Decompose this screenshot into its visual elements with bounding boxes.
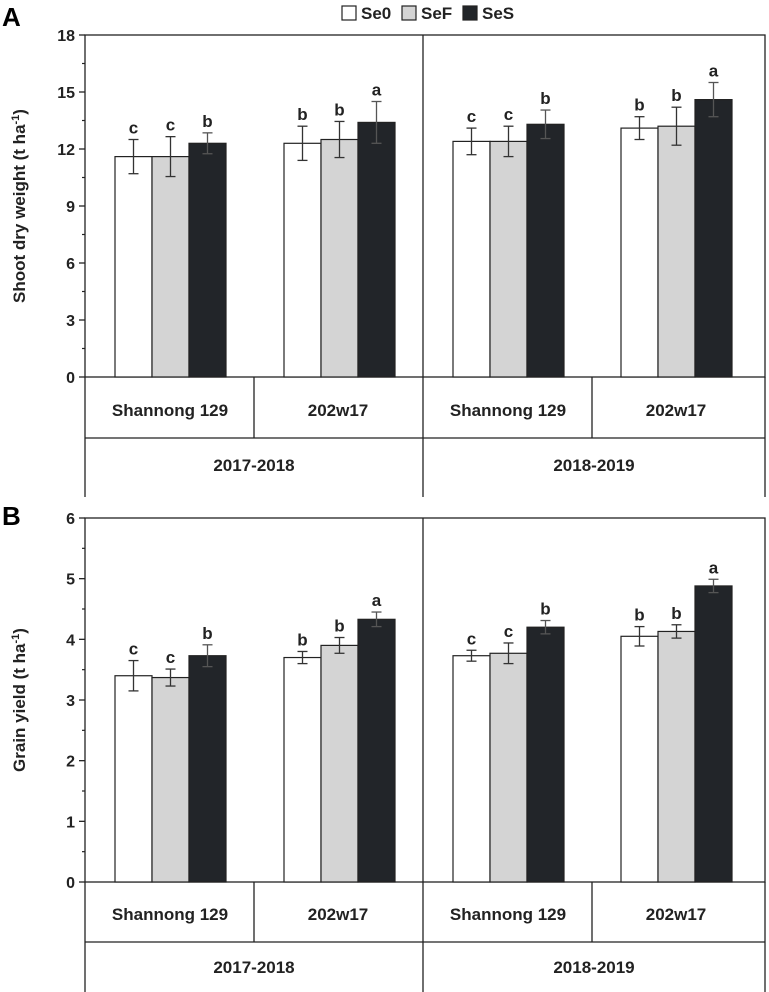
panel-b-y-tick-label: 0 (66, 875, 75, 892)
panel-b-y-tick-label: 5 (66, 572, 75, 589)
legend-label-sef: SeF (421, 4, 452, 23)
panel-a-significance-letter: c (504, 105, 513, 124)
legend-label-ses: SeS (482, 4, 514, 23)
legend: Se0 SeF SeS (341, 4, 514, 23)
panel-b-bar-sef (320, 644, 359, 883)
panel-b-y-tick-label: 3 (66, 693, 75, 710)
panel-b-significance-letter: c (129, 640, 138, 659)
panel-b-significance-letter: a (709, 558, 719, 577)
y-axis-label-b-sup: -1 (10, 634, 22, 644)
panel-b-significance-letter: c (504, 622, 513, 641)
panel-b-cultivar-label: Shannong 129 (450, 905, 566, 924)
panel-a-cultivar-label: 202w17 (646, 401, 707, 420)
panel-a-significance-letter: b (202, 112, 212, 131)
panel-b-y-tick-label: 2 (66, 754, 75, 771)
panel-letter-b: B (2, 501, 21, 531)
panel-b-significance-letter: b (202, 624, 212, 643)
panel-a-y-tick-label: 3 (66, 313, 75, 330)
panel-a-significance-letter: b (540, 89, 550, 108)
panel-b-significance-letter: b (334, 617, 344, 636)
plot-area-a: 0 3 6 9 12 15 18 Shannong 129 202w17 2017-2018 Sha… (57, 28, 766, 497)
y-axis-label-a-main: Shoot dry weight (t ha (10, 124, 29, 303)
panel-b-significance-letter: c (467, 629, 476, 648)
panel-a-bar-ses (357, 121, 396, 378)
panel-b-cultivar-label: 202w17 (646, 905, 707, 924)
panel-a-significance-letter: b (671, 86, 681, 105)
panel-a-significance-letter: a (709, 62, 719, 81)
legend-swatch-ses (462, 5, 478, 21)
panel-a-y-tick-label: 15 (57, 85, 75, 102)
panel-b-year-label: 2018-2019 (553, 958, 634, 977)
panel-b-bar-se0 (620, 635, 659, 883)
panel-a-bar-ses (694, 98, 733, 378)
panel-b-bar-se0 (283, 656, 322, 883)
panel-a-bar-sef (320, 138, 359, 378)
legend-label-se0: Se0 (361, 4, 391, 23)
panel-b-significance-letter: b (540, 600, 550, 619)
y-axis-label-a-end: ) (10, 109, 29, 115)
panel-a-significance-letter: b (297, 105, 307, 124)
panel-b-y-tick-label: 4 (66, 632, 75, 649)
panel-a-bar-sef (489, 140, 528, 378)
panel-b-significance-letter: c (166, 648, 175, 667)
panel-a-y-tick-label: 18 (57, 28, 75, 45)
panel-a-year-label: 2017-2018 (213, 456, 294, 475)
plot-area-b: 0 1 2 3 4 5 6 Shannong 129 202w17 2017-2018 Shanno… (66, 511, 766, 992)
panel-a-bar-se0 (114, 156, 153, 378)
panel-a-bar-se0 (620, 127, 659, 378)
panel-b-y-tick-label: 6 (66, 511, 75, 528)
panel-a-y-tick-label: 9 (66, 199, 75, 216)
panel-b-significance-letter: b (671, 604, 681, 623)
panel-a-bar-sef (657, 125, 696, 378)
panel-a-significance-letter: b (634, 96, 644, 115)
panel-a-significance-letter: c (166, 116, 175, 135)
panel-a-year-label: 2018-2019 (553, 456, 634, 475)
panel-b-significance-letter: a (372, 591, 382, 610)
panel-a-significance-letter: c (467, 107, 476, 126)
panel-a-cultivar-label: Shannong 129 (450, 401, 566, 420)
panel-b-bar-sef (657, 630, 696, 883)
panel-b-bar-se0 (452, 655, 491, 883)
panel-a-significance-letter: a (372, 81, 382, 100)
panel-a-bar-se0 (283, 142, 322, 378)
y-axis-label-a: Shoot dry weight (t ha-1) (10, 109, 29, 303)
y-axis-label-b-main: Grain yield (t ha (10, 643, 29, 772)
panel-a-cultivar-label: Shannong 129 (112, 401, 228, 420)
panel-b-year-label: 2017-2018 (213, 958, 294, 977)
panel-b-cultivar-label: 202w17 (308, 905, 369, 924)
panel-b-significance-letter: b (297, 630, 307, 649)
panel-b-cultivar-label: Shannong 129 (112, 905, 228, 924)
panel-a-y-tick-label: 6 (66, 256, 75, 273)
panel-a-bar-sef (151, 156, 190, 378)
panel-b-bar-ses (526, 626, 565, 883)
panel-b-bar-se0 (114, 675, 153, 883)
panel-b-bar-ses (188, 655, 227, 883)
panel-b-bar-sef (489, 652, 528, 883)
panel-a: A Shoot dry weight (t ha-1) 0 3 6 9 12 15 18 Sh… (2, 2, 766, 497)
panel-b-significance-letter: b (634, 606, 644, 625)
legend-swatch-se0 (341, 5, 357, 21)
panel-a-bar-ses (526, 123, 565, 378)
panel-b: B Grain yield (t ha-1) 0 1 2 3 4 5 6 Shannong 1… (2, 501, 766, 992)
panel-a-significance-letter: c (129, 119, 138, 138)
panel-a-significance-letter: b (334, 100, 344, 119)
panel-b-bar-ses (357, 618, 396, 883)
y-axis-label-b: Grain yield (t ha-1) (10, 628, 29, 772)
panel-a-y-tick-label: 12 (57, 142, 75, 159)
panel-b-bar-sef (151, 676, 190, 883)
panel-a-cultivar-label: 202w17 (308, 401, 369, 420)
panel-a-y-tick-label: 0 (66, 370, 75, 387)
legend-swatch-sef (401, 5, 417, 21)
panel-a-bar-ses (188, 142, 227, 378)
panel-b-y-tick-label: 1 (66, 814, 75, 831)
panel-a-bar-se0 (452, 140, 491, 378)
panel-b-bar-ses (694, 585, 733, 883)
y-axis-label-b-end: ) (10, 628, 29, 634)
y-axis-label-a-sup: -1 (10, 115, 22, 125)
panel-letter-a: A (2, 2, 21, 32)
